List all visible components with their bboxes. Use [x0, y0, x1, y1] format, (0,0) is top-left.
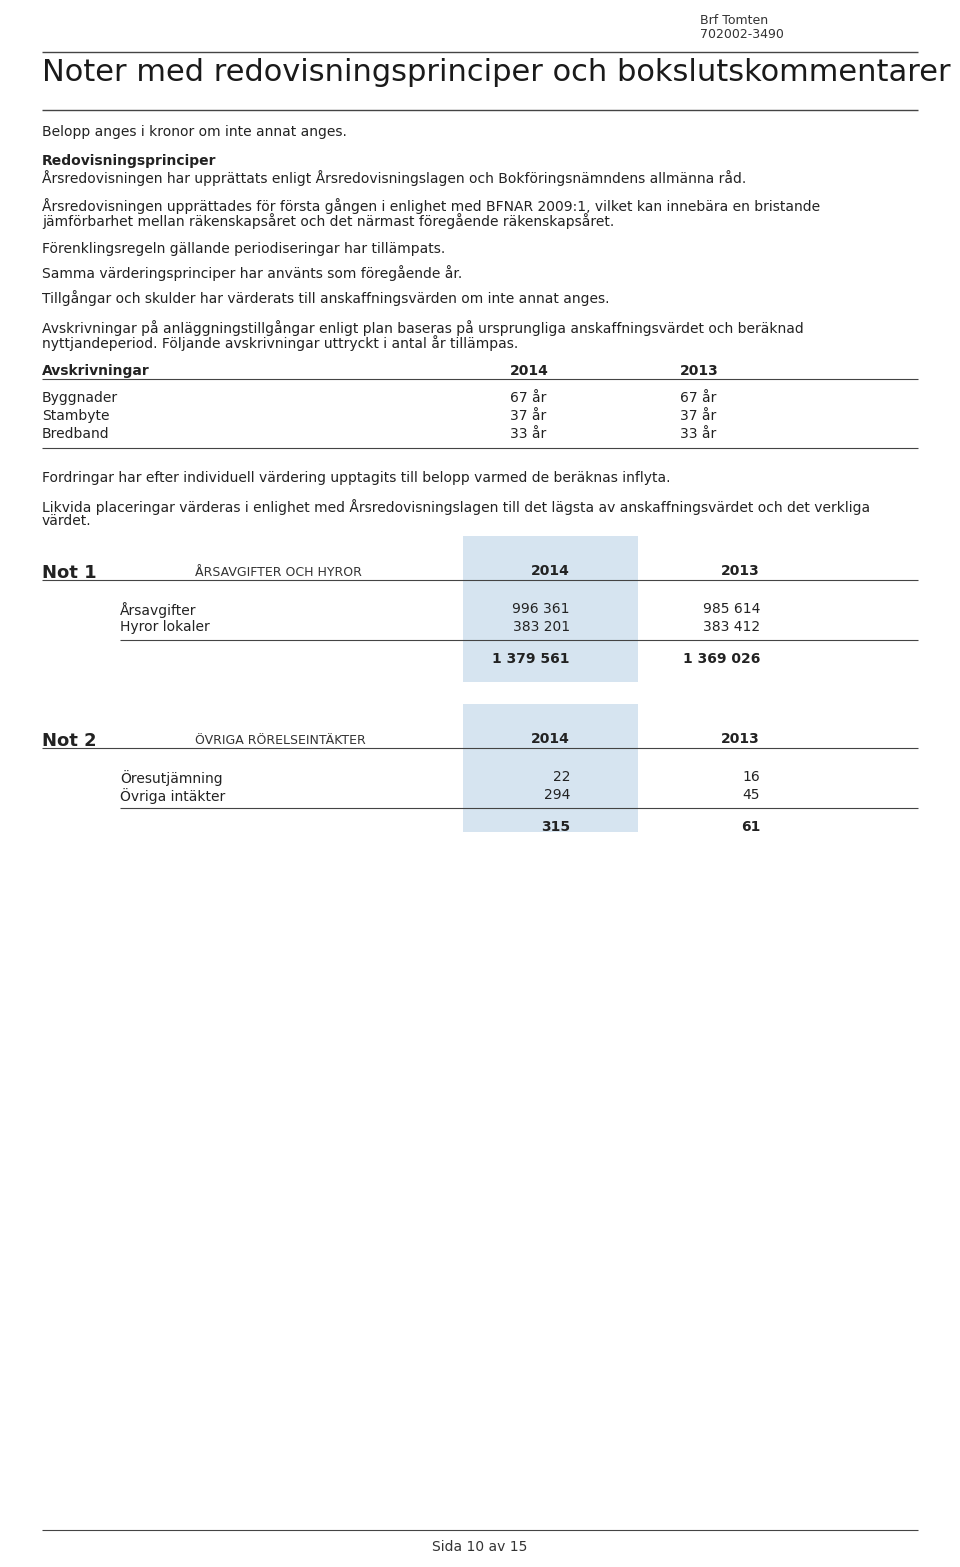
Text: ÖVRIGA RÖRELSEINTÄKTER: ÖVRIGA RÖRELSEINTÄKTER [195, 733, 366, 747]
Text: Hyror lokaler: Hyror lokaler [120, 621, 209, 635]
Text: Noter med redovisningsprinciper och bokslutskommentarer: Noter med redovisningsprinciper och boks… [42, 58, 950, 88]
Text: 702002-3490: 702002-3490 [700, 28, 784, 41]
Bar [463, 536, 638, 682]
Text: 61: 61 [740, 820, 760, 834]
Text: Årsavgifter: Årsavgifter [120, 602, 197, 617]
Text: Förenklingsregeln gällande periodiseringar har tillämpats.: Förenklingsregeln gällande periodisering… [42, 241, 445, 255]
Text: ÅRSAVGIFTER OCH HYROR: ÅRSAVGIFTER OCH HYROR [195, 566, 362, 578]
Text: Fordringar har efter individuell värdering upptagits till belopp varmed de beräk: Fordringar har efter individuell värderi… [42, 472, 670, 486]
Text: 2013: 2013 [721, 732, 760, 746]
Text: 37 år: 37 år [510, 409, 546, 423]
Text: 45: 45 [742, 788, 760, 802]
Text: Stambyte: Stambyte [42, 409, 109, 423]
Bar [463, 704, 638, 832]
Text: Årsredovisningen upprättades för första gången i enlighet med BFNAR 2009:1, vilk: Årsredovisningen upprättades för första … [42, 197, 820, 215]
Text: Sida 10 av 15: Sida 10 av 15 [432, 1540, 528, 1554]
Text: 383 201: 383 201 [513, 621, 570, 635]
Text: Byggnader: Byggnader [42, 392, 118, 404]
Text: 22: 22 [553, 769, 570, 784]
Text: Tillgångar och skulder har värderats till anskaffningsvärden om inte annat anges: Tillgångar och skulder har värderats til… [42, 290, 610, 306]
Text: Redovisningsprinciper: Redovisningsprinciper [42, 154, 217, 168]
Text: 383 412: 383 412 [703, 621, 760, 635]
Text: 985 614: 985 614 [703, 602, 760, 616]
Text: 315: 315 [540, 820, 570, 834]
Text: Brf Tomten: Brf Tomten [700, 14, 768, 27]
Text: 996 361: 996 361 [513, 602, 570, 616]
Text: 1 369 026: 1 369 026 [683, 652, 760, 666]
Text: 33 år: 33 år [680, 426, 716, 440]
Text: Belopp anges i kronor om inte annat anges.: Belopp anges i kronor om inte annat ange… [42, 125, 347, 139]
Text: Avskrivningar på anläggningstillgångar enligt plan baseras på ursprungliga anska: Avskrivningar på anläggningstillgångar e… [42, 320, 804, 335]
Text: värdet.: värdet. [42, 514, 91, 528]
Text: Not 1: Not 1 [42, 564, 97, 581]
Text: 2014: 2014 [510, 364, 549, 378]
Text: 37 år: 37 år [680, 409, 716, 423]
Text: Öresutjämning: Öresutjämning [120, 769, 223, 787]
Text: 2013: 2013 [680, 364, 719, 378]
Text: nyttjandeperiod. Följande avskrivningar uttryckt i antal år tillämpas.: nyttjandeperiod. Följande avskrivningar … [42, 335, 518, 351]
Text: 1 379 561: 1 379 561 [492, 652, 570, 666]
Text: 2014: 2014 [531, 732, 570, 746]
Text: Not 2: Not 2 [42, 732, 97, 751]
Text: Bredband: Bredband [42, 426, 109, 440]
Text: 2014: 2014 [531, 564, 570, 578]
Text: 16: 16 [742, 769, 760, 784]
Text: Årsredovisningen har upprättats enligt Årsredovisningslagen och Bokföringsnämnde: Årsredovisningen har upprättats enligt Å… [42, 169, 746, 186]
Text: 33 år: 33 år [510, 426, 546, 440]
Text: Samma värderingsprinciper har använts som föregående år.: Samma värderingsprinciper har använts so… [42, 265, 463, 280]
Text: Avskrivningar: Avskrivningar [42, 364, 150, 378]
Text: Likvida placeringar värderas i enlighet med Årsredovisningslagen till det lägsta: Likvida placeringar värderas i enlighet … [42, 498, 870, 516]
Text: 294: 294 [543, 788, 570, 802]
Text: 67 år: 67 år [510, 392, 546, 404]
Text: jämförbarhet mellan räkenskapsåret och det närmast föregående räkenskapsåret.: jämförbarhet mellan räkenskapsåret och d… [42, 213, 614, 229]
Text: 67 år: 67 år [680, 392, 716, 404]
Text: 2013: 2013 [721, 564, 760, 578]
Text: Övriga intäkter: Övriga intäkter [120, 788, 226, 804]
